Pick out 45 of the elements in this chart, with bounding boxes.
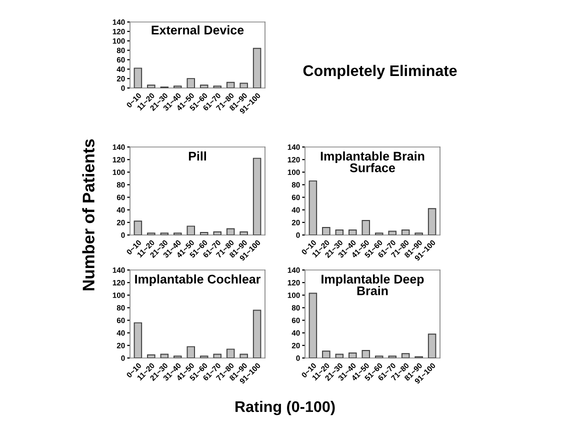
bar [362, 220, 370, 235]
bar [401, 353, 410, 358]
bar [252, 48, 262, 88]
bar [240, 231, 248, 235]
bar [388, 230, 396, 235]
bar [200, 232, 208, 235]
bar [160, 354, 169, 358]
bar [226, 82, 235, 88]
bar [134, 322, 142, 358]
bar [200, 84, 208, 88]
bar [186, 346, 196, 358]
text: Implantable Brain Surface [320, 151, 424, 172]
bar [252, 158, 262, 235]
bar [147, 354, 156, 358]
bar [322, 226, 330, 235]
bar [322, 350, 330, 358]
bar [134, 68, 142, 88]
bar [213, 354, 222, 358]
bar [186, 226, 196, 235]
bar [308, 292, 318, 358]
bar [226, 228, 235, 235]
chart-title: Implantable Cochlear [135, 274, 261, 286]
bar [226, 348, 235, 358]
bar [335, 229, 344, 235]
bar [186, 78, 196, 88]
chart-title: Pill [188, 151, 206, 160]
y-axis-title: Number of Patients [82, 139, 94, 290]
bar [335, 354, 344, 358]
bar [240, 354, 248, 358]
bar [134, 220, 142, 235]
bar [428, 334, 436, 358]
x-axis-title: Rating (0-100) [236, 400, 335, 416]
bar [348, 352, 357, 358]
bar [252, 310, 262, 358]
bar [362, 350, 370, 358]
bar [147, 84, 156, 88]
bar [401, 229, 410, 235]
bar [213, 231, 222, 235]
bar [348, 229, 357, 235]
bar [308, 180, 318, 235]
text: Implantable Deep Brain [322, 274, 424, 296]
text: Completely Eliminate [303, 64, 457, 80]
bar [428, 208, 436, 235]
chart-title: External Device [152, 25, 244, 34]
bar [240, 82, 248, 88]
